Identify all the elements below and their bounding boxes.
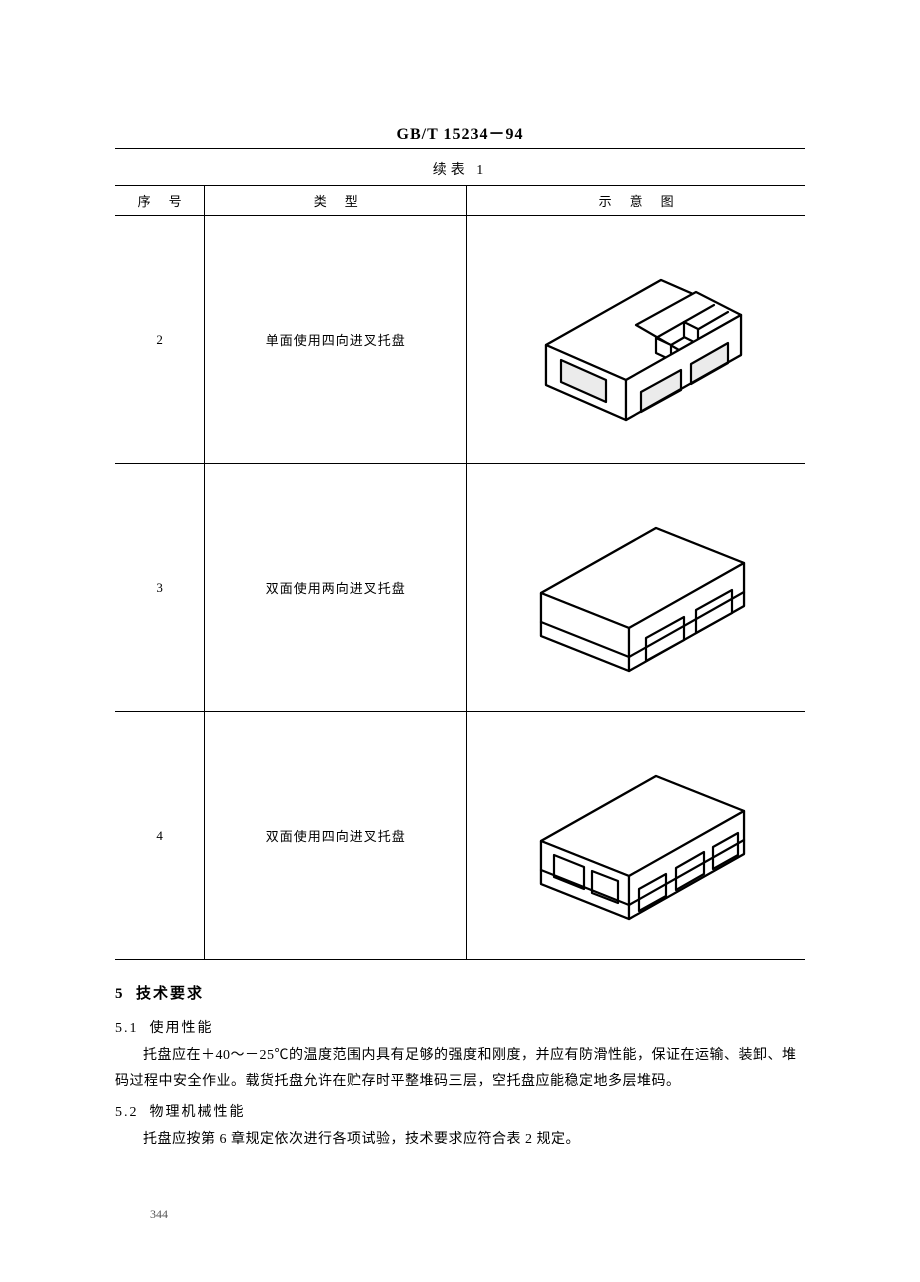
cell-seq: 3: [115, 464, 205, 712]
page-number: 344: [150, 1207, 168, 1222]
section-5-title: 技术要求: [136, 986, 204, 1002]
section-5-1-title: 使用性能: [150, 1021, 214, 1036]
col-header-type: 类型: [205, 186, 467, 216]
table-caption: 续表 1: [115, 159, 805, 179]
table-row: 3 双面使用两向进叉托盘: [115, 464, 805, 712]
pallet-double-4way-icon: [506, 746, 766, 926]
cell-seq: 4: [115, 712, 205, 960]
cell-diagram: [467, 712, 805, 960]
pallet-type-table: 序号 类型 示意图 2 单面使用四向进叉托盘: [115, 185, 805, 960]
section-5-2-body: 托盘应按第 6 章规定依次进行各项试验，技术要求应符合表 2 规定。: [115, 1127, 805, 1153]
section-5-1-heading: 5.1 使用性能: [115, 1017, 805, 1037]
section-5-2-heading: 5.2 物理机械性能: [115, 1101, 805, 1121]
table-header-row: 序号 类型 示意图: [115, 186, 805, 216]
cell-type: 双面使用四向进叉托盘: [205, 712, 467, 960]
pallet-single-4way-icon: [506, 250, 766, 430]
col-header-seq: 序号: [115, 186, 205, 216]
section-5-num: 5: [115, 986, 125, 1002]
section-5-1-body: 托盘应在＋40～－25℃的温度范围内具有足够的强度和刚度，并应有防滑性能，保证在…: [115, 1043, 805, 1095]
cell-diagram: [467, 464, 805, 712]
standard-code: GB/T 15234－94: [115, 120, 805, 144]
col-header-diagram: 示意图: [467, 186, 805, 216]
section-5-2-title: 物理机械性能: [150, 1105, 246, 1120]
cell-type: 双面使用两向进叉托盘: [205, 464, 467, 712]
table-row: 4 双面使用四向进叉托盘: [115, 712, 805, 960]
section-5-2-num: 5.2: [115, 1105, 139, 1120]
section-5-1-num: 5.1: [115, 1021, 139, 1036]
cell-seq: 2: [115, 216, 205, 464]
table-row: 2 单面使用四向进叉托盘: [115, 216, 805, 464]
pallet-double-2way-icon: [506, 498, 766, 678]
header-rule: [115, 148, 805, 149]
cell-type: 单面使用四向进叉托盘: [205, 216, 467, 464]
section-5-heading: 5 技术要求: [115, 982, 805, 1003]
cell-diagram: [467, 216, 805, 464]
